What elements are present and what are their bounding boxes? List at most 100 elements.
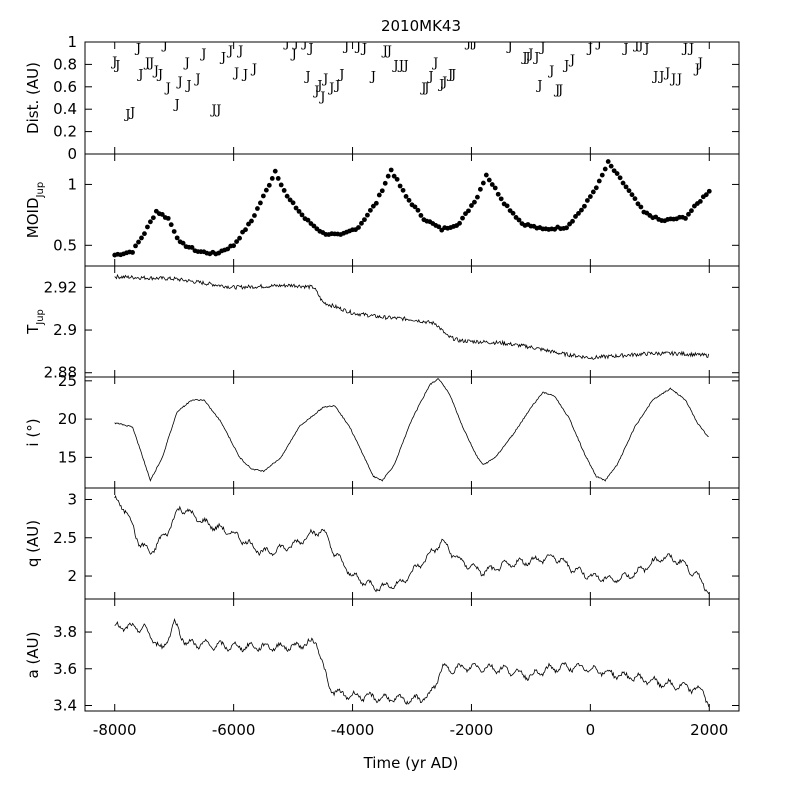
y-tick-label: 15 [58, 448, 77, 466]
jupiter-encounter-marker: J [147, 56, 154, 71]
jupiter-encounter-marker: J [333, 79, 340, 94]
jupiter-encounter-marker: J [449, 67, 456, 82]
panel-q: 2 2.5 3 q (AU) [24, 487, 740, 600]
moid-point [510, 210, 516, 216]
moid-point [483, 172, 489, 178]
moid-point [617, 175, 623, 181]
moid-point [373, 200, 379, 206]
jupiter-encounter-marker: J [199, 47, 206, 62]
jupiter-encounter-marker: J [318, 90, 325, 105]
moid-point [498, 196, 504, 202]
jupiter-encounter-marker: J [547, 64, 554, 79]
moid-point [486, 177, 492, 183]
moid-point [635, 201, 641, 207]
moid-point [225, 246, 231, 252]
panel-frame [84, 265, 740, 378]
moid-point [290, 200, 296, 206]
y-tick-label: 3 [67, 490, 77, 508]
moid-point [234, 239, 240, 245]
jupiter-encounter-marker: J [586, 42, 593, 57]
jupiter-encounter-marker: J [123, 108, 130, 123]
moid-point [275, 176, 281, 181]
y-tick-label: 3.8 [53, 623, 77, 641]
jupiter-encounter-marker: J [568, 53, 575, 68]
moid-point [697, 199, 703, 204]
jupiter-encounter-marker: J [173, 98, 180, 113]
y-tick-label: 0.5 [53, 236, 77, 254]
moid-point [492, 185, 498, 191]
jupiter-encounter-marker: J [369, 70, 376, 85]
moid-point [159, 212, 165, 217]
jupiter-encounter-marker: J [464, 36, 471, 51]
jupiter-encounter-marker: J [505, 39, 512, 54]
moid-point [475, 194, 480, 200]
jupiter-encounter-marker: J [110, 55, 117, 70]
moid-point [293, 205, 299, 211]
moid-point [136, 239, 141, 245]
jupiter-encounter-marker: J [535, 79, 542, 94]
moid-point [620, 180, 626, 186]
moid-point [385, 173, 391, 179]
q-line [114, 494, 710, 595]
moid-point [278, 182, 284, 188]
x-tick-label: -2000 [450, 721, 494, 739]
moid-point [148, 219, 153, 225]
jupiter-encounter-marker: J [446, 67, 453, 82]
moid-point [150, 215, 156, 221]
jupiter-encounter-marker: J [440, 75, 447, 90]
moid-point [255, 206, 260, 211]
moid-point [359, 220, 364, 226]
moid-point [272, 168, 278, 174]
y-tick-label: 1 [67, 175, 77, 193]
y-tick-label: 3.6 [53, 660, 77, 678]
moid-point [305, 217, 311, 223]
jupiter-encounter-marker: J [657, 70, 664, 85]
jupiter-encounter-marker: J [636, 38, 643, 53]
moid-point [587, 194, 593, 199]
jupiter-encounter-marker: J [397, 58, 404, 73]
y-axis-title: MOIDJup [24, 182, 46, 238]
jupiter-encounter-marker: J [219, 51, 226, 66]
moid-point [415, 207, 421, 213]
jupiter-encounter-marker: J [193, 72, 200, 87]
moid-point [686, 211, 691, 217]
jupiter-encounter-marker: J [391, 58, 398, 73]
jupiter-encounter-marker: J [431, 56, 438, 71]
moid-point [180, 240, 186, 246]
chart-title: 2010MK43 [381, 17, 461, 35]
moid-point [629, 192, 635, 198]
y-tick-label: 1 [67, 33, 77, 51]
series-moid [112, 159, 712, 258]
moid-point [605, 159, 611, 164]
moid-point [171, 229, 177, 234]
jupiter-encounter-marker: J [437, 77, 444, 92]
moid-point [683, 215, 688, 221]
jupiter-encounter-marker: J [303, 70, 310, 85]
moid-point [599, 172, 605, 178]
panel-tjup: 2.88 2.9 2.92 TJup [24, 265, 740, 382]
moid-point [311, 223, 317, 229]
jupiter-encounter-marker: J [321, 72, 328, 87]
moid-point [460, 215, 465, 221]
tjup-line [114, 273, 710, 360]
y-axis-title: Dist. (AU) [24, 62, 42, 134]
moid-point [299, 212, 305, 218]
jupiter-encounter-marker: J [300, 36, 307, 51]
y-axis-title: a (AU) [24, 632, 42, 679]
moid-point [466, 208, 471, 214]
moid-point [590, 189, 596, 195]
y-tick-label: 20 [58, 410, 77, 428]
moid-point [397, 183, 403, 189]
moid-point [457, 220, 462, 226]
jupiter-encounter-marker: J [290, 47, 297, 62]
moid-point [266, 182, 272, 188]
jupiter-encounter-marker: J [214, 103, 221, 118]
moid-point [174, 235, 180, 241]
moid-point [130, 250, 135, 255]
jupiter-encounter-marker: J [675, 72, 682, 87]
moid-point [602, 166, 608, 172]
jupiter-encounter-marker: J [113, 58, 120, 73]
